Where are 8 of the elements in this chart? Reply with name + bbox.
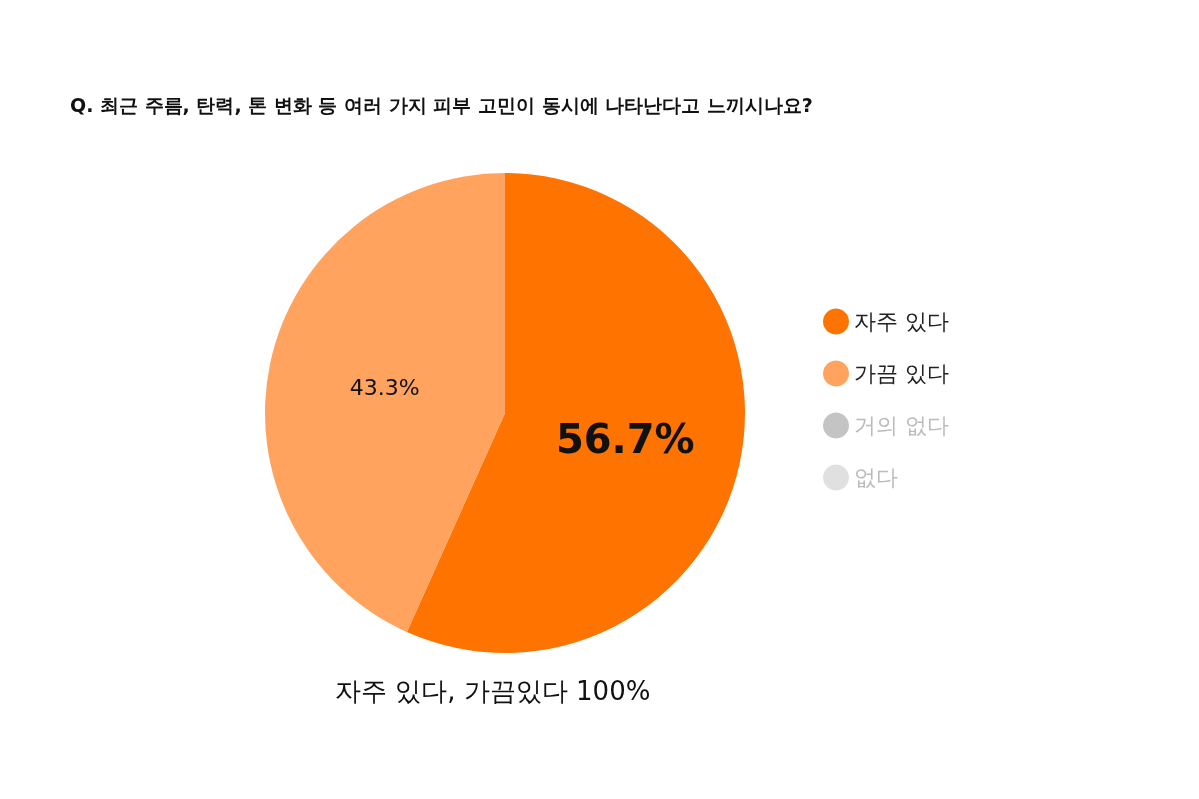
legend-label: 거의 없다 xyxy=(854,413,949,438)
legend-label: 자주 있다 xyxy=(854,309,949,334)
chart-title: Q. 최근 주름, 탄력, 톤 변화 등 여러 가지 피부 고민이 동시에 나타난다고 느끼시나요? xyxy=(70,93,813,116)
data-label: 43.3% xyxy=(349,374,420,400)
text: 자주 있다, 가끔있다 100% xyxy=(335,676,651,706)
legend-label: 없다 xyxy=(854,465,898,490)
legend-label: 가끔 있다 xyxy=(854,361,949,386)
data-label: 56.7% xyxy=(555,415,695,462)
